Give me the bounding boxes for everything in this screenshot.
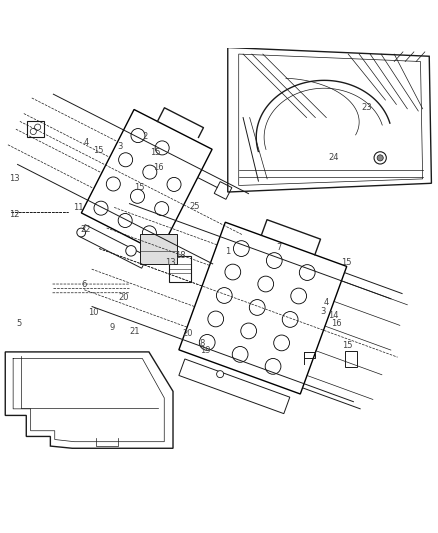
Bar	[27, 122, 44, 137]
Text: 23: 23	[362, 103, 372, 112]
Text: 5: 5	[16, 319, 21, 328]
Text: 14: 14	[328, 311, 339, 320]
Circle shape	[377, 155, 383, 161]
Text: 24: 24	[328, 154, 339, 163]
Text: 13: 13	[166, 259, 176, 268]
Text: 10: 10	[88, 308, 98, 317]
Text: 21: 21	[130, 327, 140, 336]
Text: 22: 22	[80, 225, 91, 234]
Circle shape	[217, 370, 224, 378]
Text: 12: 12	[9, 211, 20, 219]
Text: 16: 16	[331, 319, 342, 328]
FancyBboxPatch shape	[140, 233, 177, 264]
Text: 16: 16	[153, 163, 164, 172]
Text: 3: 3	[321, 306, 326, 316]
Circle shape	[374, 152, 386, 164]
Text: 15: 15	[150, 148, 161, 157]
Text: 20: 20	[182, 328, 193, 337]
Text: 13: 13	[9, 174, 20, 183]
Bar	[345, 351, 357, 367]
Text: 9: 9	[109, 324, 114, 332]
Polygon shape	[214, 182, 232, 199]
Text: 2: 2	[142, 132, 147, 141]
Circle shape	[126, 246, 136, 256]
Bar	[170, 256, 191, 282]
Polygon shape	[5, 352, 173, 448]
Text: 4: 4	[324, 298, 329, 307]
Text: 1: 1	[225, 247, 230, 256]
Text: 8: 8	[200, 338, 205, 348]
Circle shape	[77, 228, 85, 237]
Text: 4: 4	[83, 139, 88, 148]
Text: 25: 25	[190, 201, 200, 211]
Text: 7: 7	[277, 243, 282, 252]
Text: 3: 3	[118, 142, 123, 151]
Text: 19: 19	[200, 346, 210, 355]
Text: 15: 15	[93, 146, 104, 155]
Text: 6: 6	[81, 280, 87, 289]
Text: 15: 15	[342, 341, 353, 350]
Text: 15: 15	[341, 259, 351, 268]
Text: 20: 20	[118, 293, 129, 302]
Text: 18: 18	[175, 251, 186, 260]
Text: 11: 11	[74, 203, 84, 212]
Text: 15: 15	[134, 183, 145, 192]
